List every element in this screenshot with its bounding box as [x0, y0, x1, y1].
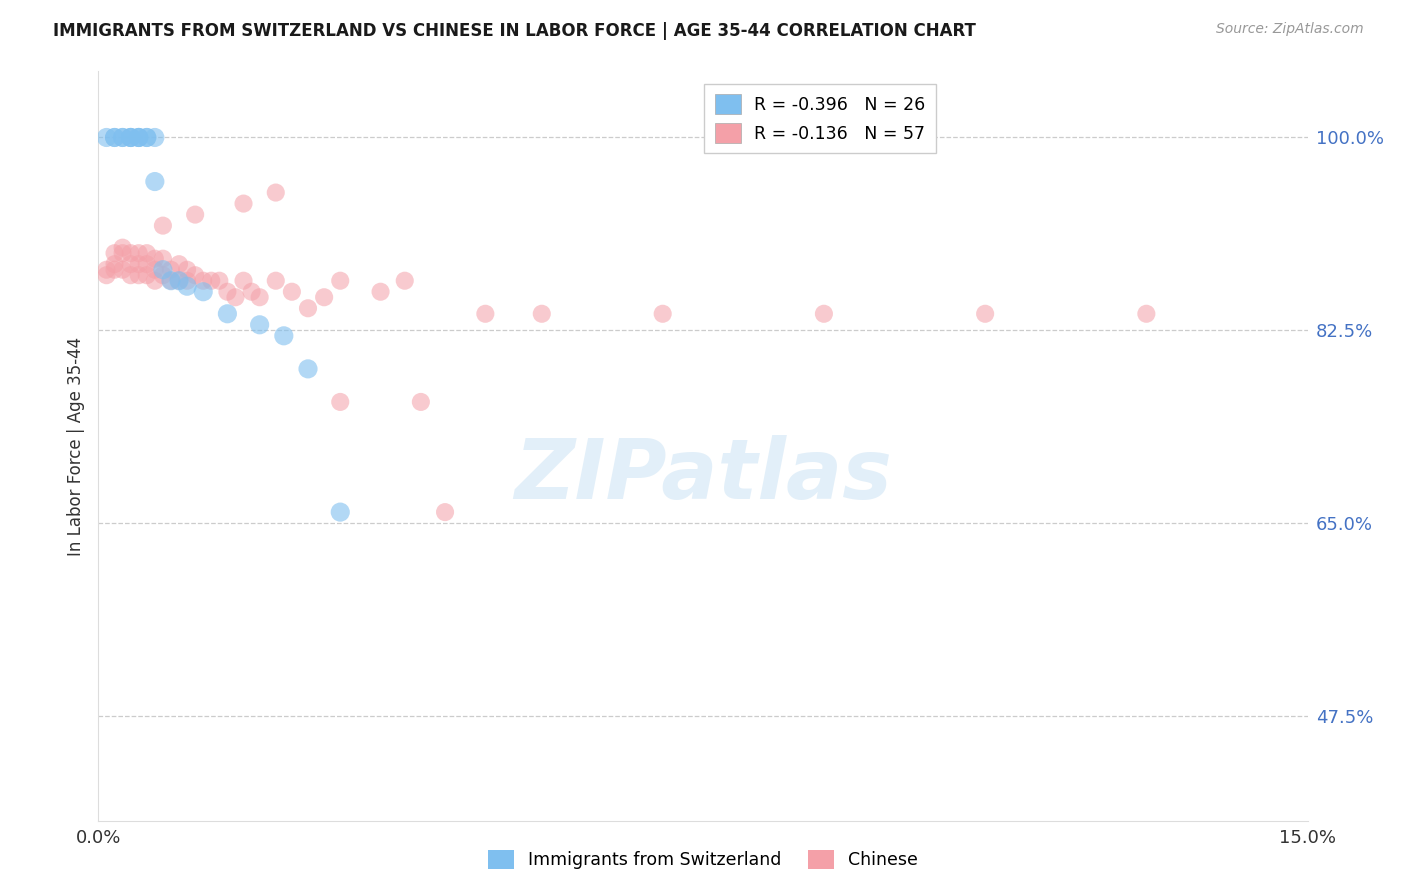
Point [264, 274, 287, 288]
Point [370, 285, 392, 299]
Point [152, 219, 174, 233]
Point [120, 130, 142, 145]
Point [120, 130, 142, 145]
Point [297, 301, 319, 316]
Point [96, 130, 118, 145]
Point [474, 307, 496, 321]
Point [143, 252, 166, 266]
Text: Source: ZipAtlas.com: Source: ZipAtlas.com [1216, 22, 1364, 37]
Point [232, 274, 254, 288]
Point [128, 246, 150, 260]
Point [176, 262, 198, 277]
Point [96, 262, 118, 277]
Point [103, 130, 125, 145]
Point [651, 307, 673, 321]
Point [329, 395, 352, 409]
Point [128, 130, 150, 145]
Point [143, 262, 166, 277]
Point [96, 268, 118, 283]
Point [232, 196, 254, 211]
Point [160, 274, 183, 288]
Legend: R = -0.396   N = 26, R = -0.136   N = 57: R = -0.396 N = 26, R = -0.136 N = 57 [704, 84, 936, 153]
Text: ZIPatlas: ZIPatlas [515, 435, 891, 516]
Point [103, 130, 125, 145]
Point [120, 246, 142, 260]
Point [128, 268, 150, 283]
Point [128, 130, 150, 145]
Point [103, 257, 125, 271]
Point [184, 208, 207, 222]
Point [224, 290, 246, 304]
Legend: Immigrants from Switzerland, Chinese: Immigrants from Switzerland, Chinese [481, 843, 925, 876]
Point [167, 274, 190, 288]
Point [264, 186, 287, 200]
Point [167, 274, 190, 288]
Point [152, 262, 174, 277]
Point [530, 307, 553, 321]
Point [217, 285, 239, 299]
Point [176, 279, 198, 293]
Point [111, 130, 134, 145]
Point [394, 274, 416, 288]
Point [143, 175, 166, 189]
Point [249, 290, 271, 304]
Text: IMMIGRANTS FROM SWITZERLAND VS CHINESE IN LABOR FORCE | AGE 35-44 CORRELATION CH: IMMIGRANTS FROM SWITZERLAND VS CHINESE I… [53, 22, 976, 40]
Point [974, 307, 997, 321]
Point [152, 252, 174, 266]
Point [135, 246, 157, 260]
Point [128, 257, 150, 271]
Point [281, 285, 304, 299]
Point [111, 262, 134, 277]
Point [135, 268, 157, 283]
Point [143, 130, 166, 145]
Point [217, 307, 239, 321]
Point [200, 274, 222, 288]
Point [103, 262, 125, 277]
Point [111, 246, 134, 260]
Point [329, 274, 352, 288]
Point [167, 257, 190, 271]
Point [297, 362, 319, 376]
Point [135, 257, 157, 271]
Point [120, 257, 142, 271]
Point [152, 268, 174, 283]
Y-axis label: In Labor Force | Age 35-44: In Labor Force | Age 35-44 [66, 336, 84, 556]
Point [1135, 307, 1157, 321]
Point [240, 285, 263, 299]
Point [184, 268, 207, 283]
Point [409, 395, 432, 409]
Point [143, 274, 166, 288]
Point [120, 268, 142, 283]
Point [120, 130, 142, 145]
Point [160, 274, 183, 288]
Point [135, 130, 157, 145]
Point [314, 290, 336, 304]
Point [193, 274, 215, 288]
Point [434, 505, 457, 519]
Point [111, 241, 134, 255]
Point [111, 130, 134, 145]
Point [193, 285, 215, 299]
Point [329, 505, 352, 519]
Point [160, 262, 183, 277]
Point [208, 274, 231, 288]
Point [813, 307, 835, 321]
Point [273, 328, 295, 343]
Point [249, 318, 271, 332]
Point [135, 130, 157, 145]
Point [176, 274, 198, 288]
Point [103, 246, 125, 260]
Point [128, 130, 150, 145]
